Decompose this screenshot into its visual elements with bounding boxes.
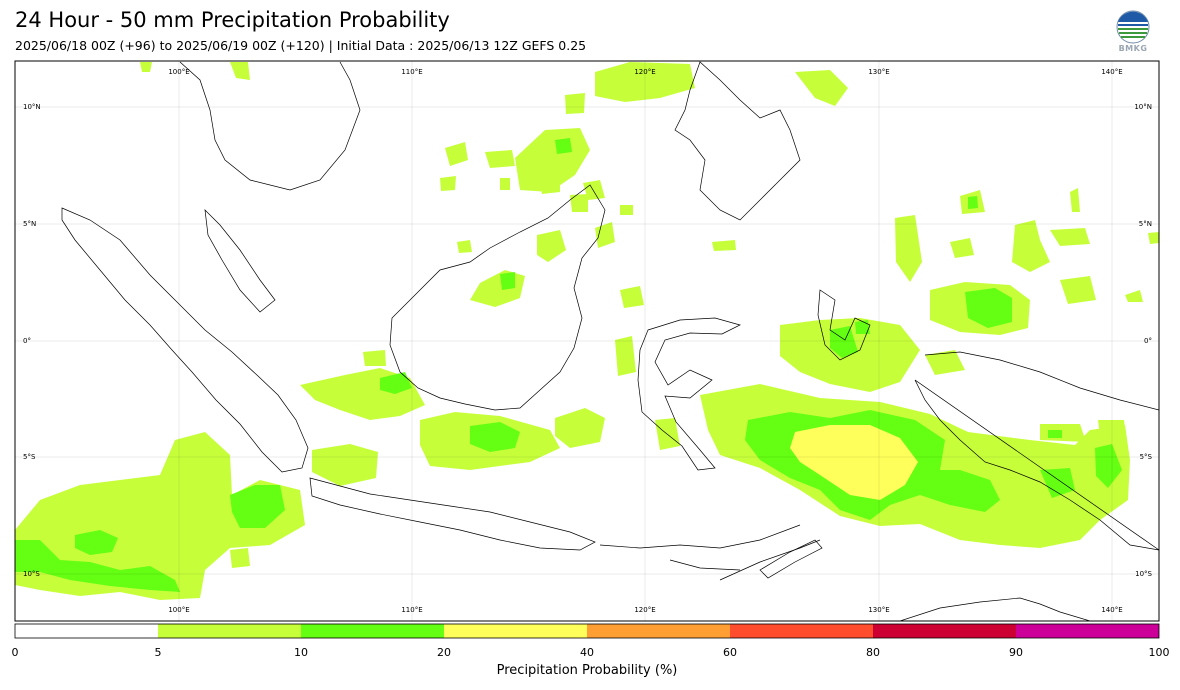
lat-label-10n-left: 10°N xyxy=(23,103,41,111)
lon-labels-top: 100°E 110°E 120°E 130°E 140°E xyxy=(168,68,1122,76)
lat-labels-right: 10°N 5°N 0° 5°S 10°S xyxy=(1134,103,1152,578)
sulawesi-coast xyxy=(637,317,741,471)
colorbar-segment xyxy=(301,624,444,638)
colorbar-segment xyxy=(444,624,587,638)
lat-label-10s-left: 10°S xyxy=(23,570,40,578)
indochina-coast xyxy=(179,61,361,191)
lon-label-130e-bottom: 130°E xyxy=(868,606,889,614)
colorbar-segment xyxy=(158,624,301,638)
colorbar-tick-40: 40 xyxy=(580,646,594,659)
lat-label-0-right: 0° xyxy=(1144,337,1152,345)
lon-labels-bottom: 100°E 110°E 120°E 130°E 140°E xyxy=(168,606,1122,614)
bmkg-logo: BMKG xyxy=(1113,10,1153,56)
lat-label-5n-right: 5°N xyxy=(1139,220,1152,228)
colorbar-tick-60: 60 xyxy=(723,646,737,659)
colorbar xyxy=(14,623,1160,639)
chart-subtitle: 2025/06/18 00Z (+96) to 2025/06/19 00Z (… xyxy=(15,38,587,53)
philippines-coast xyxy=(674,61,801,221)
lat-label-5s-right: 5°S xyxy=(1140,453,1153,461)
lon-label-100e-top: 100°E xyxy=(168,68,189,76)
colorbar-segment xyxy=(15,624,158,638)
lon-label-120e-top: 120°E xyxy=(634,68,655,76)
lon-label-130e-top: 130°E xyxy=(868,68,889,76)
colorbar-tick-5: 5 xyxy=(154,646,162,659)
nusa-tenggara-coast xyxy=(599,524,821,581)
logo-text: BMKG xyxy=(1118,44,1148,53)
lat-label-0-left: 0° xyxy=(23,337,31,345)
australia-coast xyxy=(899,597,1091,621)
borneo-coast xyxy=(389,184,606,411)
colorbar-segment xyxy=(1016,624,1159,638)
lon-label-140e-bottom: 140°E xyxy=(1101,606,1122,614)
malay-peninsula-coast xyxy=(204,209,276,313)
lat-label-10n-right: 10°N xyxy=(1134,103,1152,111)
lat-labels-left: 10°N 5°N 0° 5°S 10°S xyxy=(23,103,41,578)
colorbar-segment xyxy=(873,624,1016,638)
colorbar-segment xyxy=(730,624,873,638)
lat-label-5n-left: 5°N xyxy=(23,220,36,228)
sumatra-coast xyxy=(61,207,309,473)
lon-label-120e-bottom: 120°E xyxy=(634,606,655,614)
chart-title: 24 Hour - 50 mm Precipitation Probabilit… xyxy=(15,8,450,32)
bmkg-logo-icon xyxy=(1116,10,1150,44)
colorbar-tick-10: 10 xyxy=(294,646,308,659)
graticule xyxy=(15,61,1159,621)
colorbar-frame xyxy=(14,623,1160,639)
lat-label-10s-right: 10°S xyxy=(1135,570,1152,578)
halmahera-coast xyxy=(817,289,871,361)
lon-label-100e-bottom: 100°E xyxy=(168,606,189,614)
colorbar-tick-100: 100 xyxy=(1148,646,1170,659)
java-coast xyxy=(309,477,596,551)
colorbar-segments xyxy=(15,624,1159,638)
lon-label-110e-top: 110°E xyxy=(401,68,422,76)
new-guinea-coast xyxy=(914,351,1159,551)
colorbar-tick-0: 0 xyxy=(11,646,19,659)
lon-label-110e-bottom: 110°E xyxy=(401,606,422,614)
probability-field xyxy=(15,62,1159,600)
map-frame xyxy=(14,60,1160,622)
colorbar-tick-80: 80 xyxy=(866,646,880,659)
colorbar-tick-20: 20 xyxy=(437,646,451,659)
colorbar-tick-90: 90 xyxy=(1009,646,1023,659)
lon-label-140e-top: 140°E xyxy=(1101,68,1122,76)
colorbar-title: Precipitation Probability (%) xyxy=(496,663,678,678)
coastlines xyxy=(61,61,1159,621)
colorbar-segment xyxy=(587,624,730,638)
band-20-40 xyxy=(790,425,918,500)
lat-label-5s-left: 5°S xyxy=(23,453,36,461)
band-5-10 xyxy=(15,62,1159,600)
timor-coast xyxy=(759,539,823,579)
